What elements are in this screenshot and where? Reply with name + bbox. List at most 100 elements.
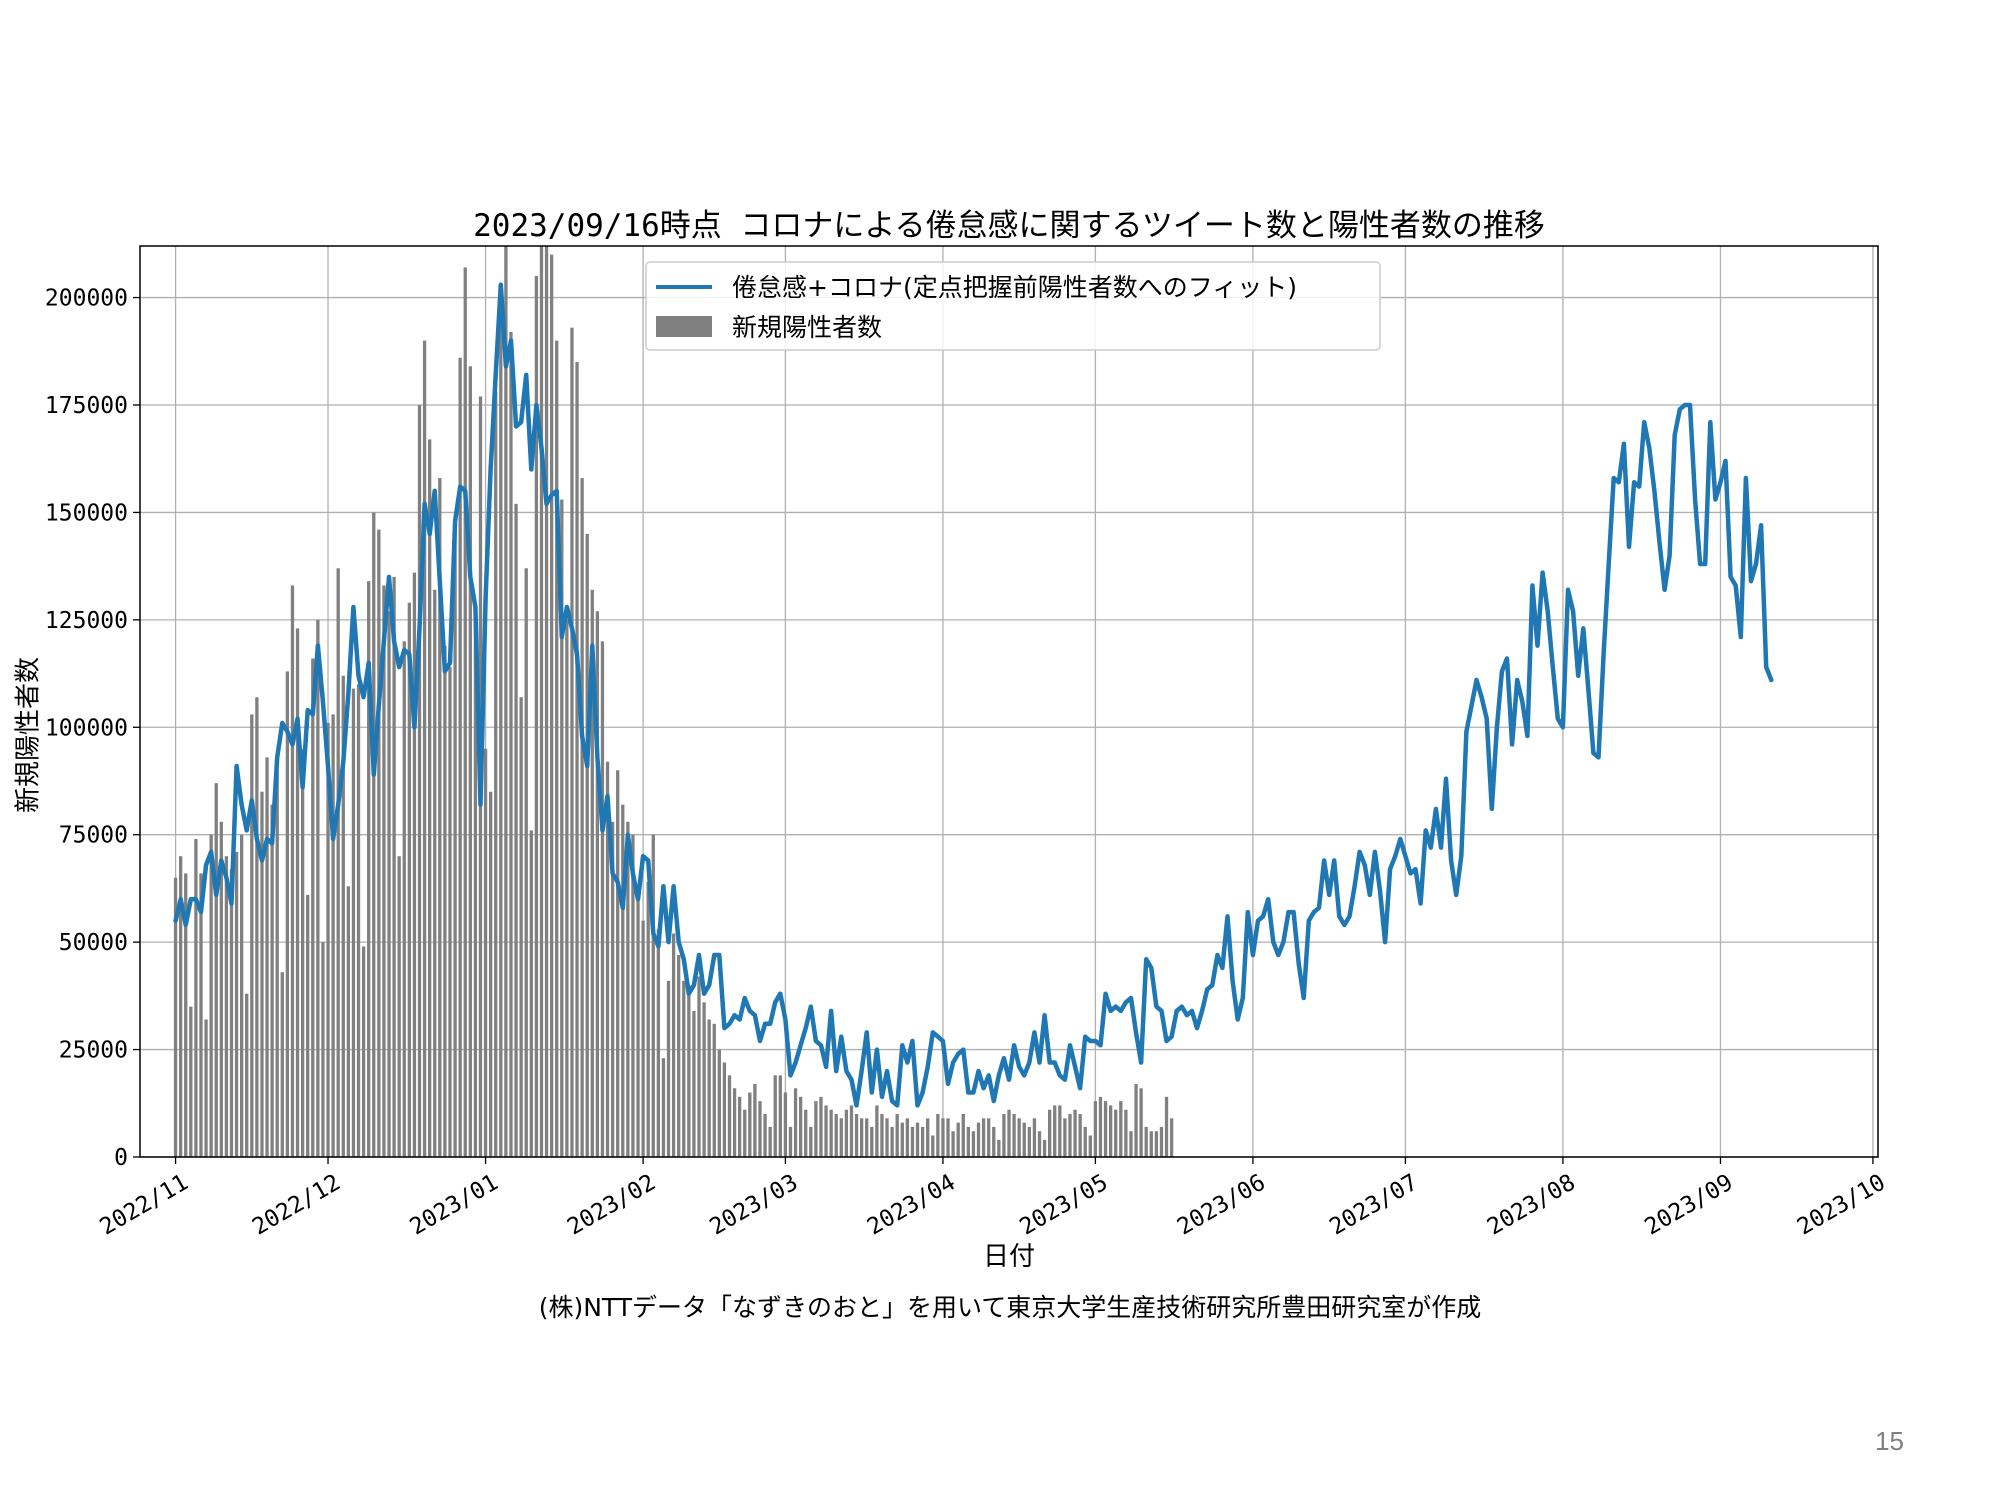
bar — [494, 392, 498, 1157]
bar — [331, 714, 335, 1157]
bar — [931, 1135, 935, 1157]
line-series-fatigue — [173, 282, 1774, 1108]
bar — [356, 684, 361, 1157]
bar — [717, 1049, 721, 1157]
bar — [397, 856, 401, 1157]
chart-title: 2023/09/16時点 コロナによる倦怠感に関するツイート数と陽性者数の推移 — [473, 208, 1545, 244]
fatigue-line — [173, 282, 1774, 1108]
bar — [915, 1122, 920, 1157]
bar — [910, 1126, 915, 1157]
bar — [1139, 1088, 1143, 1157]
bar — [956, 1122, 960, 1157]
bar — [341, 675, 345, 1157]
x-tick-label: 2023/10 — [1793, 1170, 1890, 1241]
y-tick-label: 175000 — [45, 393, 128, 419]
bar — [306, 894, 310, 1157]
bar — [184, 873, 188, 1157]
bar — [499, 284, 503, 1157]
bar — [987, 1118, 991, 1157]
y-tick-label: 100000 — [45, 715, 128, 741]
bar — [661, 1058, 666, 1157]
bar — [1119, 1101, 1123, 1157]
bar — [488, 791, 493, 1157]
bar — [239, 834, 244, 1157]
x-tick-label: 2023/05 — [1015, 1170, 1112, 1241]
bar — [270, 804, 274, 1157]
bar — [920, 1126, 925, 1157]
bar — [438, 478, 442, 1157]
bar — [443, 645, 447, 1157]
bar — [1042, 1139, 1047, 1157]
legend: 倦怠感+コロナ(定点把握前陽性者数へのフィット) 新規陽性者数 — [645, 261, 1381, 351]
bar — [1012, 1114, 1016, 1157]
bar — [224, 856, 229, 1157]
bar — [819, 1096, 823, 1157]
x-tick-label: 2023/06 — [1173, 1170, 1270, 1241]
bar — [509, 331, 513, 1157]
bar — [610, 821, 615, 1157]
bar — [697, 976, 701, 1157]
bar — [463, 267, 467, 1157]
bar — [641, 920, 645, 1157]
bar-series-new-positive — [173, 246, 1174, 1157]
bar — [707, 1019, 711, 1157]
bar — [204, 1019, 208, 1157]
bar — [692, 1010, 696, 1157]
x-tick-label: 2023/03 — [705, 1170, 802, 1241]
y-tick-label: 125000 — [45, 608, 128, 634]
bar — [387, 611, 391, 1157]
bar — [275, 770, 279, 1157]
bar — [1078, 1114, 1082, 1157]
bar — [824, 1105, 828, 1157]
bar — [377, 529, 381, 1157]
bar — [1088, 1135, 1092, 1157]
bar — [646, 881, 650, 1157]
bar — [570, 327, 574, 1157]
bar — [1017, 1118, 1021, 1157]
bar — [743, 1109, 747, 1157]
bar — [1124, 1109, 1128, 1157]
legend-box — [645, 261, 1381, 351]
bar — [189, 1006, 193, 1157]
bar — [865, 1118, 869, 1157]
bar — [1068, 1114, 1072, 1157]
plot-area — [139, 245, 1879, 1158]
y-tick-label: 0 — [114, 1145, 128, 1171]
bar — [1032, 1118, 1037, 1157]
bar — [565, 619, 569, 1157]
bar — [636, 899, 640, 1157]
bar — [666, 980, 671, 1157]
bar — [300, 748, 305, 1157]
bar — [219, 821, 223, 1157]
bar — [849, 1105, 854, 1157]
bar — [504, 246, 508, 1157]
bar — [534, 276, 539, 1157]
x-tick-label: 2023/04 — [863, 1170, 960, 1241]
bar — [834, 1114, 838, 1157]
bar — [428, 439, 432, 1157]
bar — [763, 1114, 767, 1157]
bar — [773, 1075, 777, 1157]
y-tick-label: 50000 — [59, 930, 128, 956]
bar — [1022, 1122, 1026, 1157]
bar — [453, 533, 457, 1157]
bar — [473, 606, 478, 1157]
bar — [524, 568, 528, 1157]
bar — [1129, 1131, 1133, 1157]
bar — [1027, 1126, 1031, 1157]
bar — [179, 856, 183, 1157]
bar — [285, 671, 290, 1157]
bar — [367, 581, 371, 1157]
x-tick-label: 2023/07 — [1325, 1170, 1422, 1241]
bar — [722, 1062, 727, 1157]
bar — [209, 834, 213, 1157]
x-tick-label: 2023/08 — [1483, 1170, 1580, 1241]
bar — [1149, 1131, 1153, 1157]
bar — [804, 1109, 808, 1157]
bar — [214, 783, 218, 1157]
bar — [316, 619, 320, 1157]
bar — [1114, 1109, 1118, 1157]
x-tick-label: 2022/11 — [96, 1170, 193, 1241]
bar — [870, 1126, 874, 1157]
bar — [829, 1109, 833, 1157]
